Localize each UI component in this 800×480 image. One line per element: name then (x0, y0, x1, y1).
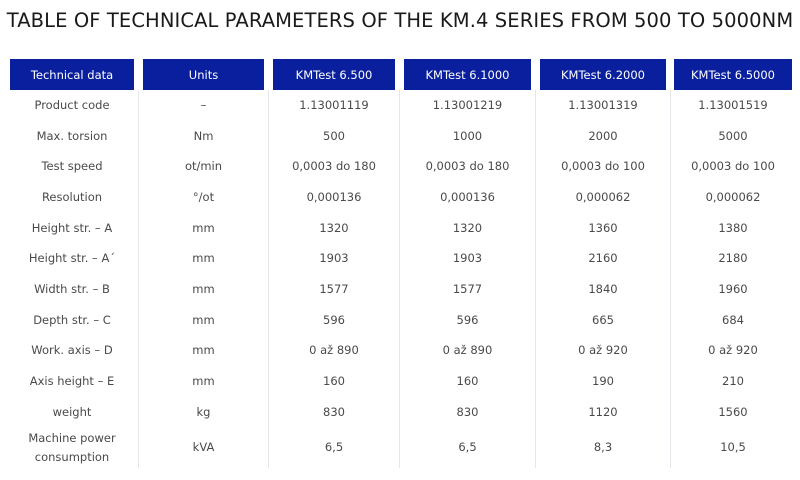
table-cell: 210 (722, 374, 744, 389)
row-unit: mm (143, 366, 269, 397)
row-label: Axis height – E (10, 366, 139, 397)
table-cell: 10,5 (720, 440, 746, 455)
table-cell: 2000 (540, 120, 671, 152)
parameters-table: Technical data Units KMTest 6.500 KMTest… (10, 59, 800, 468)
table-cell: 2180 (718, 251, 748, 266)
table-cell: 160 (404, 366, 536, 397)
row-unit: kg (143, 396, 269, 428)
table-cell: 6,5 (273, 427, 400, 468)
row-unit: mm (143, 304, 269, 336)
table-row: Width str. – B mm 1577 1577 1840 1960 (10, 274, 800, 305)
table-row: Height str. – A mm 1320 1320 1360 1380 (10, 212, 800, 244)
table-cell: 1.13001219 (404, 90, 536, 121)
table-cell: 1577 (273, 274, 400, 305)
table-cell: 684 (722, 312, 744, 327)
table-cell: 1380 (718, 220, 748, 235)
header-kmtest-6-2000: KMTest 6.2000 (540, 59, 666, 90)
table-cell: 0 až 920 (540, 335, 671, 367)
table-cell: 0 až 890 (404, 335, 536, 367)
table-cell: 1120 (540, 396, 671, 428)
table-cell: 5000 (718, 128, 748, 143)
row-label: Resolution (10, 182, 139, 213)
table-cell: 1577 (404, 274, 536, 305)
table-cell: 6,5 (404, 427, 536, 468)
row-unit: mm (143, 243, 269, 274)
table-cell: 0 až 890 (273, 335, 400, 367)
table-header-row: Technical data Units KMTest 6.500 KMTest… (10, 59, 800, 90)
header-units: Units (143, 59, 264, 90)
table-cell: 190 (540, 366, 671, 397)
table-cell: 1.13001319 (540, 90, 671, 121)
table-cell: 1320 (273, 212, 400, 244)
table-cell: 830 (404, 396, 536, 428)
row-label: Work. axis – D (10, 335, 139, 367)
row-unit: °/ot (143, 182, 269, 213)
table-cell: 0 až 920 (708, 343, 758, 358)
row-unit: mm (143, 274, 269, 305)
row-label: Width str. – B (10, 274, 139, 305)
table-cell: 830 (273, 396, 400, 428)
table-cell: 1320 (404, 212, 536, 244)
table-cell: 1000 (404, 120, 536, 152)
table-cell: 1960 (718, 281, 748, 296)
row-label: weight (10, 396, 139, 428)
table-cell: 0,0003 do 100 (540, 151, 671, 182)
table-cell: 0,0003 do 100 (691, 159, 775, 174)
table-cell: 8,3 (540, 427, 671, 468)
table-cell: 0,0003 do 180 (404, 151, 536, 182)
table-cell: 0,000062 (540, 182, 671, 213)
header-kmtest-6-5000: KMTest 6.5000 (674, 59, 792, 90)
table-row: Product code – 1.13001119 1.13001219 1.1… (10, 90, 800, 121)
row-unit: ot/min (143, 151, 269, 182)
table-cell: 1.13001119 (273, 90, 400, 121)
table-cell: 1560 (718, 404, 748, 419)
row-label: Machine power consumption (10, 427, 139, 468)
table-row: Axis height – E mm 160 160 190 210 (10, 366, 800, 397)
table-cell: 0,000062 (705, 189, 761, 204)
table-row: Work. axis – D mm 0 až 890 0 až 890 0 až… (10, 335, 800, 367)
table-cell: 0,0003 do 180 (273, 151, 400, 182)
row-label: Product code (10, 90, 139, 121)
table-cell: 0,000136 (404, 182, 536, 213)
page-title: TABLE OF TECHNICAL PARAMETERS OF THE KM.… (6, 9, 794, 32)
table-cell: 1903 (273, 243, 400, 274)
table-cell: 596 (273, 304, 400, 336)
row-label: Max. torsion (10, 120, 139, 152)
header-technical-data: Technical data (10, 59, 134, 90)
table-cell: 2160 (540, 243, 671, 274)
table-cell: 160 (273, 366, 400, 397)
table-body: Product code – 1.13001119 1.13001219 1.1… (10, 90, 800, 468)
table-cell: 1840 (540, 274, 671, 305)
row-unit: mm (143, 335, 269, 367)
table-row: weight kg 830 830 1120 1560 (10, 396, 800, 428)
row-label: Height str. – A (10, 212, 139, 244)
table-cell: 1360 (540, 212, 671, 244)
table-cell: 596 (404, 304, 536, 336)
table-row: Height str. – A´ mm 1903 1903 2160 2180 (10, 243, 800, 274)
row-unit: – (143, 90, 269, 121)
header-kmtest-6-500: KMTest 6.500 (273, 59, 395, 90)
table-row: Resolution °/ot 0,000136 0,000136 0,0000… (10, 182, 800, 213)
table-cell: 665 (540, 304, 671, 336)
table-cell: 1.13001519 (698, 97, 768, 112)
table-cell: 1903 (404, 243, 536, 274)
table-cell: 500 (273, 120, 400, 152)
table-row: Test speed ot/min 0,0003 do 180 0,0003 d… (10, 151, 800, 182)
row-label: Depth str. – C (10, 304, 139, 336)
row-unit: Nm (143, 120, 269, 152)
table-row: Depth str. – C mm 596 596 665 684 (10, 304, 800, 336)
row-unit: mm (143, 212, 269, 244)
table-row: Machine power consumption kVA 6,5 6,5 8,… (10, 427, 800, 468)
row-label: Test speed (10, 151, 139, 182)
row-label: Height str. – A´ (10, 243, 139, 274)
row-unit: kVA (143, 427, 269, 468)
header-kmtest-6-1000: KMTest 6.1000 (404, 59, 531, 90)
table-cell: 0,000136 (273, 182, 400, 213)
table-row: Max. torsion Nm 500 1000 2000 5000 (10, 120, 800, 152)
